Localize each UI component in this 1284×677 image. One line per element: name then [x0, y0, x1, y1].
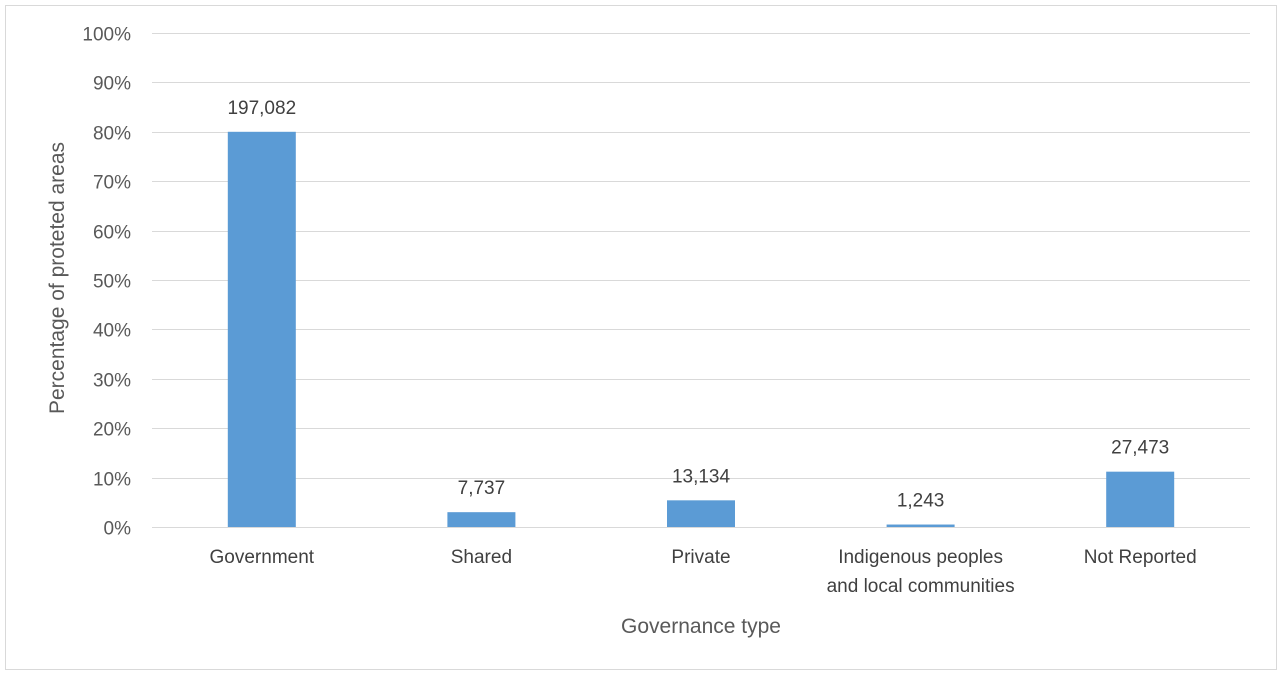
- y-tick-label: 40%: [93, 321, 131, 342]
- x-axis-categories: Government Shared Private Indigenous people…: [210, 547, 1197, 597]
- chart-frame: [5, 5, 1277, 670]
- data-label: 7,737: [458, 478, 506, 499]
- y-tick-label: 80%: [93, 124, 131, 145]
- bar: [667, 500, 735, 527]
- data-label: 197,082: [227, 98, 296, 119]
- y-tick-label: 90%: [93, 74, 131, 95]
- y-tick-label: 50%: [93, 272, 131, 293]
- y-tick-label: 30%: [93, 371, 131, 392]
- y-axis-ticks: 0% 10% 20% 30% 40% 50% 60% 70% 80% 90% 100%: [82, 25, 131, 540]
- x-category-label: Shared: [451, 547, 512, 568]
- y-tick-label: 0%: [104, 519, 132, 540]
- y-tick-label: 100%: [82, 25, 131, 46]
- x-category-label: Private: [671, 547, 730, 568]
- y-tick-label: 60%: [93, 223, 131, 244]
- y-axis-title: Percentage of proteted areas: [46, 142, 69, 414]
- bar: [1106, 471, 1175, 527]
- data-label: 13,134: [672, 466, 731, 487]
- y-tick-label: 10%: [93, 470, 131, 491]
- bar: [886, 524, 955, 527]
- x-axis-title: Governance type: [621, 615, 781, 638]
- gridlines: [152, 33, 1250, 528]
- y-tick-label: 70%: [93, 173, 131, 194]
- x-category-label: Government: [210, 547, 315, 568]
- data-labels: 197,082 7,737 13,134 1,243 27,473: [227, 98, 1169, 512]
- bar: [447, 512, 516, 527]
- bar: [227, 131, 296, 528]
- x-category-label: Indigenous peoples and local communities: [827, 547, 1015, 597]
- bars: [227, 131, 1175, 528]
- y-tick-label: 20%: [93, 420, 131, 441]
- data-label: 27,473: [1111, 438, 1169, 459]
- x-category-label: Not Reported: [1084, 547, 1197, 568]
- data-label: 1,243: [897, 491, 945, 512]
